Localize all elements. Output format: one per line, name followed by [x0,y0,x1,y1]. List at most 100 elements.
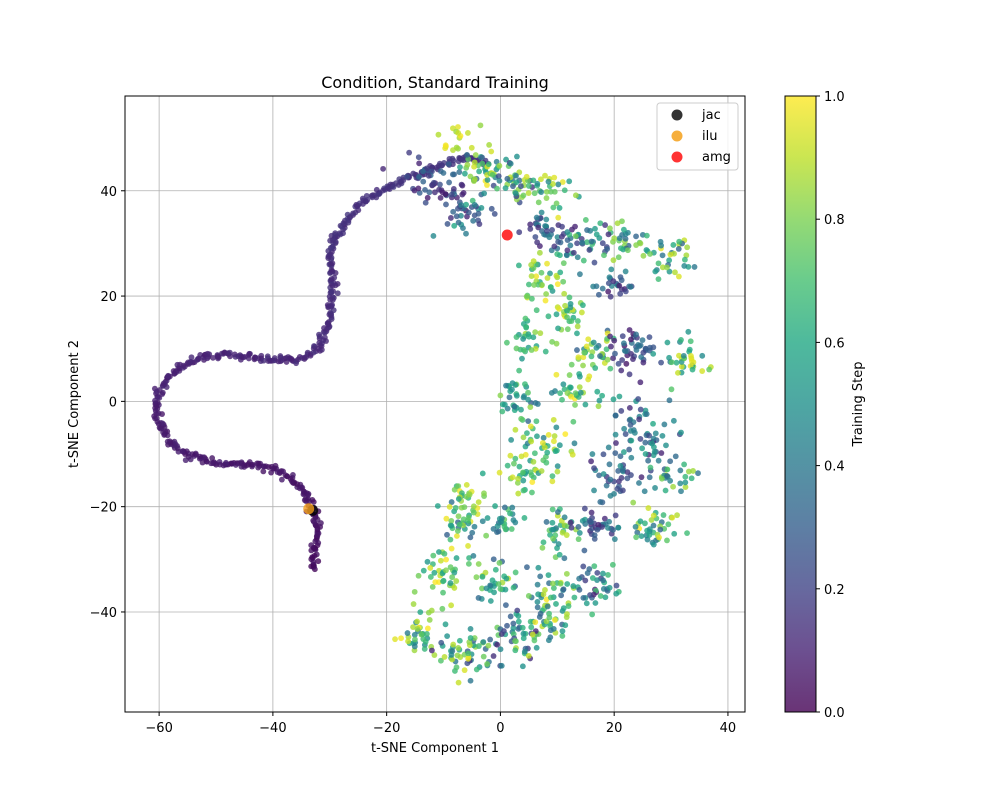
scatter-point [582,577,589,584]
scatter-point [684,530,690,537]
scatter-point [417,609,424,616]
scatter-point [595,291,602,298]
scatter-point [532,329,539,336]
scatter-point [560,278,567,285]
scatter-point [675,369,681,376]
scatter-point [633,331,639,338]
scatter-point [332,230,339,237]
colorbar-tick-label: 0.4 [824,460,845,475]
scatter-point [570,418,577,425]
scatter-point [659,475,665,482]
scatter-point [420,567,427,574]
scatter-point [497,586,504,592]
scatter-point [535,591,542,598]
scatter-point [649,440,655,447]
scatter-point [664,466,671,473]
y-axis-ticks: −40 −20 0 20 40 [90,185,125,621]
scatter-point [551,617,558,623]
scatter-point [510,620,517,627]
scatter-point [585,376,592,383]
scatter-point [543,227,550,234]
scatter-point [310,349,317,356]
scatter-point [547,270,553,277]
scatter-point [575,524,582,530]
scatter-point [626,371,633,378]
scatter-point [534,433,540,440]
scatter-point [513,179,520,186]
scatter-point [260,357,267,364]
scatter-point [646,334,653,341]
scatter-point [666,397,673,404]
scatter-point [411,588,418,595]
scatter-point [581,547,588,554]
scatter-point [429,583,436,590]
scatter-point [501,401,508,408]
scatter-point [611,235,618,242]
scatter-point [588,353,595,360]
scatter-point [650,522,657,529]
scatter-point [451,486,458,493]
scatter-point [641,488,648,495]
scatter-point [480,653,487,660]
scatter-point [515,475,521,482]
colorbar-ticks: 0.0 0.2 0.4 0.6 0.8 1.0 [816,90,845,721]
scatter-point [400,177,407,183]
scatter-point [528,273,535,279]
scatter-point [600,451,607,458]
scatter-point [452,505,459,511]
scatter-point [525,190,532,196]
colorbar-tick-label: 0.2 [824,583,845,598]
scatter-point [484,515,491,521]
scatter-point [607,225,613,232]
scatter-point [605,571,611,578]
scatter-point [677,467,684,474]
scatter-point [471,159,478,166]
scatter-point [519,663,526,670]
scatter-point [604,356,611,363]
scatter-point [163,384,170,390]
scatter-point [475,595,482,601]
scatter-point [643,232,650,239]
scatter-point [568,524,575,531]
scatter-point [576,530,583,536]
x-tick-label: −40 [259,721,286,736]
scatter-point [648,517,655,523]
scatter-point [465,514,472,521]
scatter-point [591,465,597,471]
scatter-point [443,201,449,208]
scatter-point [520,477,527,484]
scatter-point [543,291,550,297]
x-tick-label: 40 [720,721,737,736]
scatter-point [509,474,516,481]
scatter-point [520,434,527,441]
scatter-point [518,453,525,460]
scatter-point [494,641,501,648]
scatter-point [496,177,503,184]
scatter-point [560,260,567,267]
scatter-point [513,392,520,399]
scatter-point [554,234,561,241]
scatter-point [530,458,537,465]
scatter-point [504,622,510,629]
scatter-point [577,389,584,396]
scatter-point [506,394,513,401]
scatter-point [636,480,642,486]
scatter-point [599,392,606,399]
scatter-point [503,156,509,163]
scatter-point [502,185,509,191]
scatter-point [509,386,515,393]
scatter-point [554,281,561,288]
scatter-point [608,343,614,350]
scatter-point [204,350,211,357]
scatter-point [691,264,698,270]
scatter-point [574,254,581,261]
scatter-point [476,221,483,227]
scatter-point [618,245,624,252]
colorbar-tick-label: 0.6 [824,336,845,351]
scatter-point [657,526,664,533]
scatter-point [411,643,418,650]
scatter-point [204,355,211,362]
scatter-point [607,476,614,483]
scatter-point [673,359,680,366]
scatter-point [263,463,269,470]
